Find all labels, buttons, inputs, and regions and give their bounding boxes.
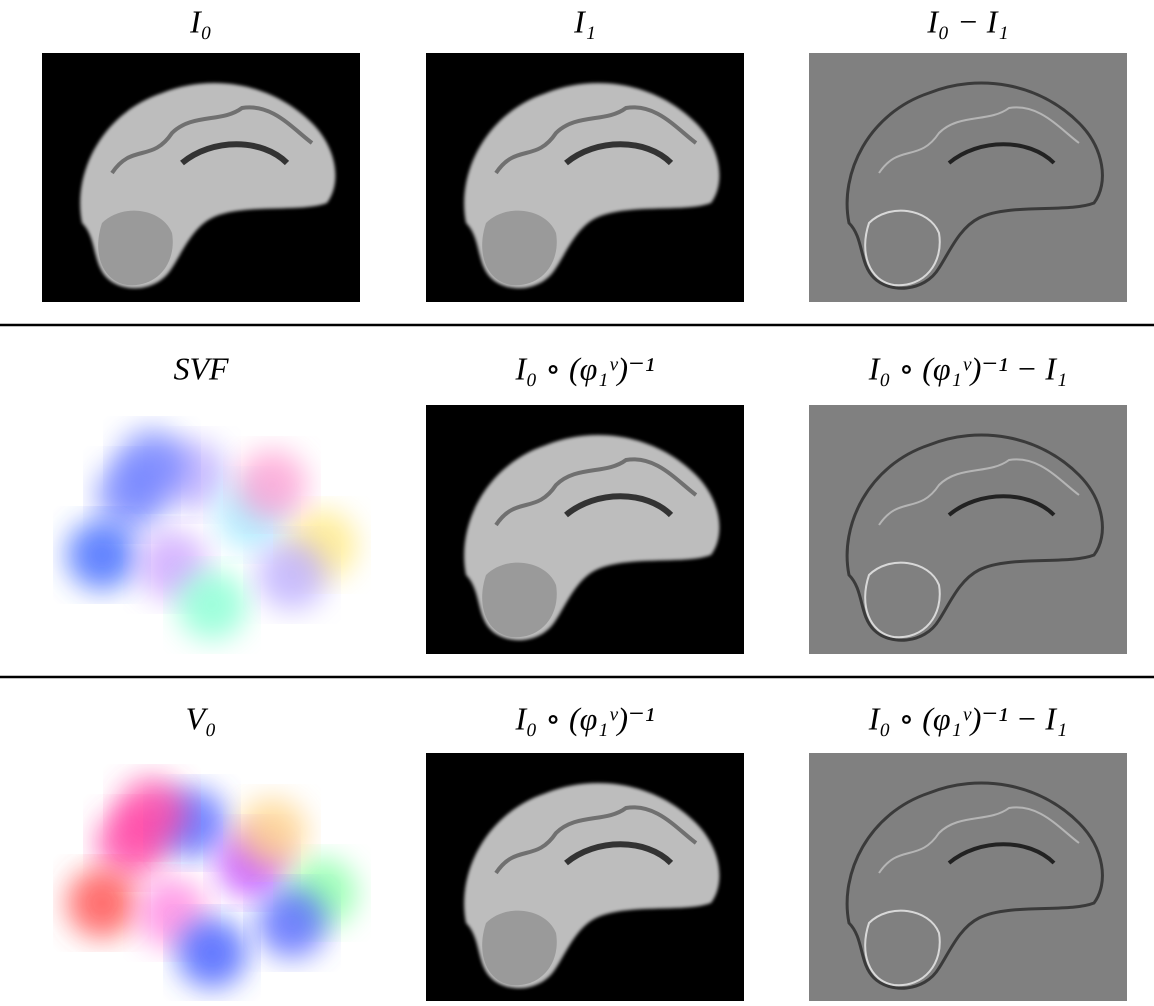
image-background (809, 53, 1127, 302)
panel-label: SVF (173, 350, 229, 386)
panel-label: I₀ ∘ (φ₁ᵛ)⁻¹ (514, 700, 654, 736)
panel-label: I₀ ∘ (φ₁ᵛ)⁻¹ − I₁ (868, 700, 1067, 736)
panel-label: I₀ ∘ (φ₁ᵛ)⁻¹ (514, 350, 654, 386)
field-blob (257, 888, 327, 958)
image-background (809, 753, 1127, 1001)
field-blob (117, 778, 187, 848)
image-panel (42, 753, 360, 1001)
image-panel (426, 405, 744, 654)
field-blob (117, 430, 187, 500)
image-background (809, 405, 1127, 654)
panel-label: V₀ (186, 700, 217, 736)
image-panel (426, 53, 744, 302)
figure: I₀ I₁ I₀ − I₁ SVF I₀ ∘ (φ₁ᵛ)⁻¹ I₀ ∘ (φ₁ᵛ)⁻¹ −… (0, 0, 1154, 1001)
image-panel (42, 405, 360, 654)
field-blob (67, 520, 137, 590)
panel-label: I₀ (189, 3, 212, 39)
page: I₀ I₁ I₀ − I₁ SVF I₀ ∘ (φ₁ᵛ)⁻¹ I₀ ∘ (φ₁ᵛ)⁻¹ −… (0, 0, 1154, 1001)
panel-label: I₁ (573, 3, 596, 39)
field-blob (177, 918, 247, 988)
image-panel (809, 753, 1127, 1001)
field-blob (237, 450, 307, 520)
field-blob (67, 868, 137, 938)
panel-label: I₀ − I₁ (926, 3, 1008, 39)
image-panel (809, 53, 1127, 302)
image-panel (809, 405, 1127, 654)
field-blob (237, 798, 307, 868)
field-blob (257, 540, 327, 610)
image-panel (426, 753, 744, 1001)
image-panel (42, 53, 360, 302)
panel-label: I₀ ∘ (φ₁ᵛ)⁻¹ − I₁ (868, 350, 1067, 386)
field-blob (177, 570, 247, 640)
